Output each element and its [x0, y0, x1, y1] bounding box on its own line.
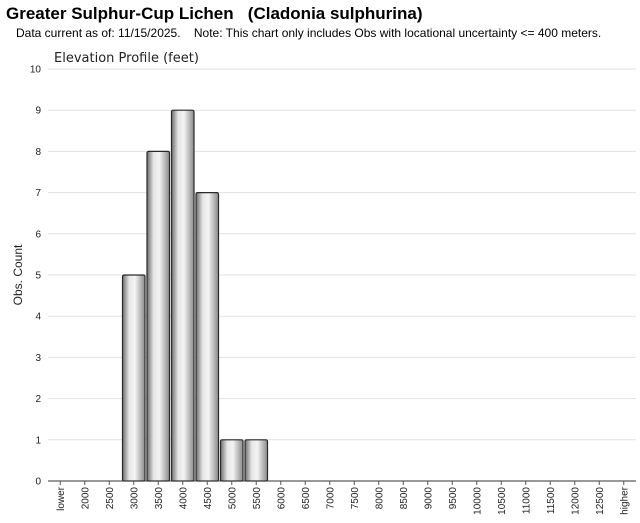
- x-tick-label: 12000: [570, 487, 581, 515]
- chart-subtitle: Data current as of: 11/15/2025. Note: Th…: [16, 26, 602, 40]
- x-tick-label: 8000: [374, 487, 385, 510]
- x-tick-label: 2000: [80, 487, 91, 510]
- y-tick-label: 1: [35, 435, 41, 446]
- x-tick-label: 9000: [423, 487, 434, 510]
- x-tick-label: 5500: [252, 487, 263, 510]
- y-tick-label: 9: [35, 106, 41, 117]
- x-tick-label: 10500: [497, 487, 508, 515]
- chart-title: Greater Sulphur-Cup Lichen (Cladonia sul…: [6, 4, 423, 23]
- x-tick-label: 6000: [276, 487, 287, 510]
- y-tick-label: 0: [35, 477, 41, 488]
- y-tick-label: 5: [35, 271, 41, 282]
- x-tick-label: 7500: [350, 487, 361, 510]
- x-tick-label: 11500: [546, 487, 557, 515]
- y-axis-label: Obs. Count: [11, 244, 25, 305]
- x-tick-label: 3500: [154, 487, 165, 510]
- bar-4000: [170, 109, 195, 482]
- x-tick-label: 11000: [521, 487, 532, 515]
- x-tick-label: lower: [56, 486, 67, 511]
- x-tick-label: 10000: [472, 487, 483, 515]
- grid-lines: [48, 68, 636, 441]
- x-tick-label: 12500: [595, 487, 606, 515]
- y-tick-label: 6: [35, 229, 41, 240]
- y-tick-label: 4: [35, 312, 41, 323]
- bar-3500: [146, 150, 171, 482]
- y-tick-label: 2: [35, 394, 41, 405]
- x-tick-label: 7000: [325, 487, 336, 510]
- plot-title: Elevation Profile (feet): [54, 51, 199, 66]
- bar-5000: [219, 439, 244, 482]
- x-tick-label: 3000: [129, 487, 140, 510]
- y-tick-label: 7: [35, 188, 41, 199]
- x-tick-label: 2500: [105, 487, 116, 510]
- bar-3000: [121, 274, 146, 482]
- x-tick-label: 4500: [203, 487, 214, 510]
- bar-5500: [244, 439, 269, 482]
- y-tick-label: 10: [30, 65, 42, 76]
- bar-4500: [195, 192, 220, 482]
- x-tick-label: 6500: [301, 487, 312, 510]
- x-tick-label: 5000: [227, 487, 238, 510]
- bars: [121, 109, 269, 482]
- x-tick-label: higher: [619, 486, 630, 514]
- y-tick-label: 3: [35, 353, 41, 364]
- axes: 0 1 2 3 4 5 6 7 8 9 10 lower 2000 2500 3000 3500 4000 450…: [30, 65, 636, 515]
- x-tick-label: 8500: [399, 487, 410, 510]
- x-tick-label: 4000: [178, 487, 189, 510]
- x-tick-label: 9500: [448, 487, 459, 510]
- y-tick-label: 8: [35, 147, 41, 158]
